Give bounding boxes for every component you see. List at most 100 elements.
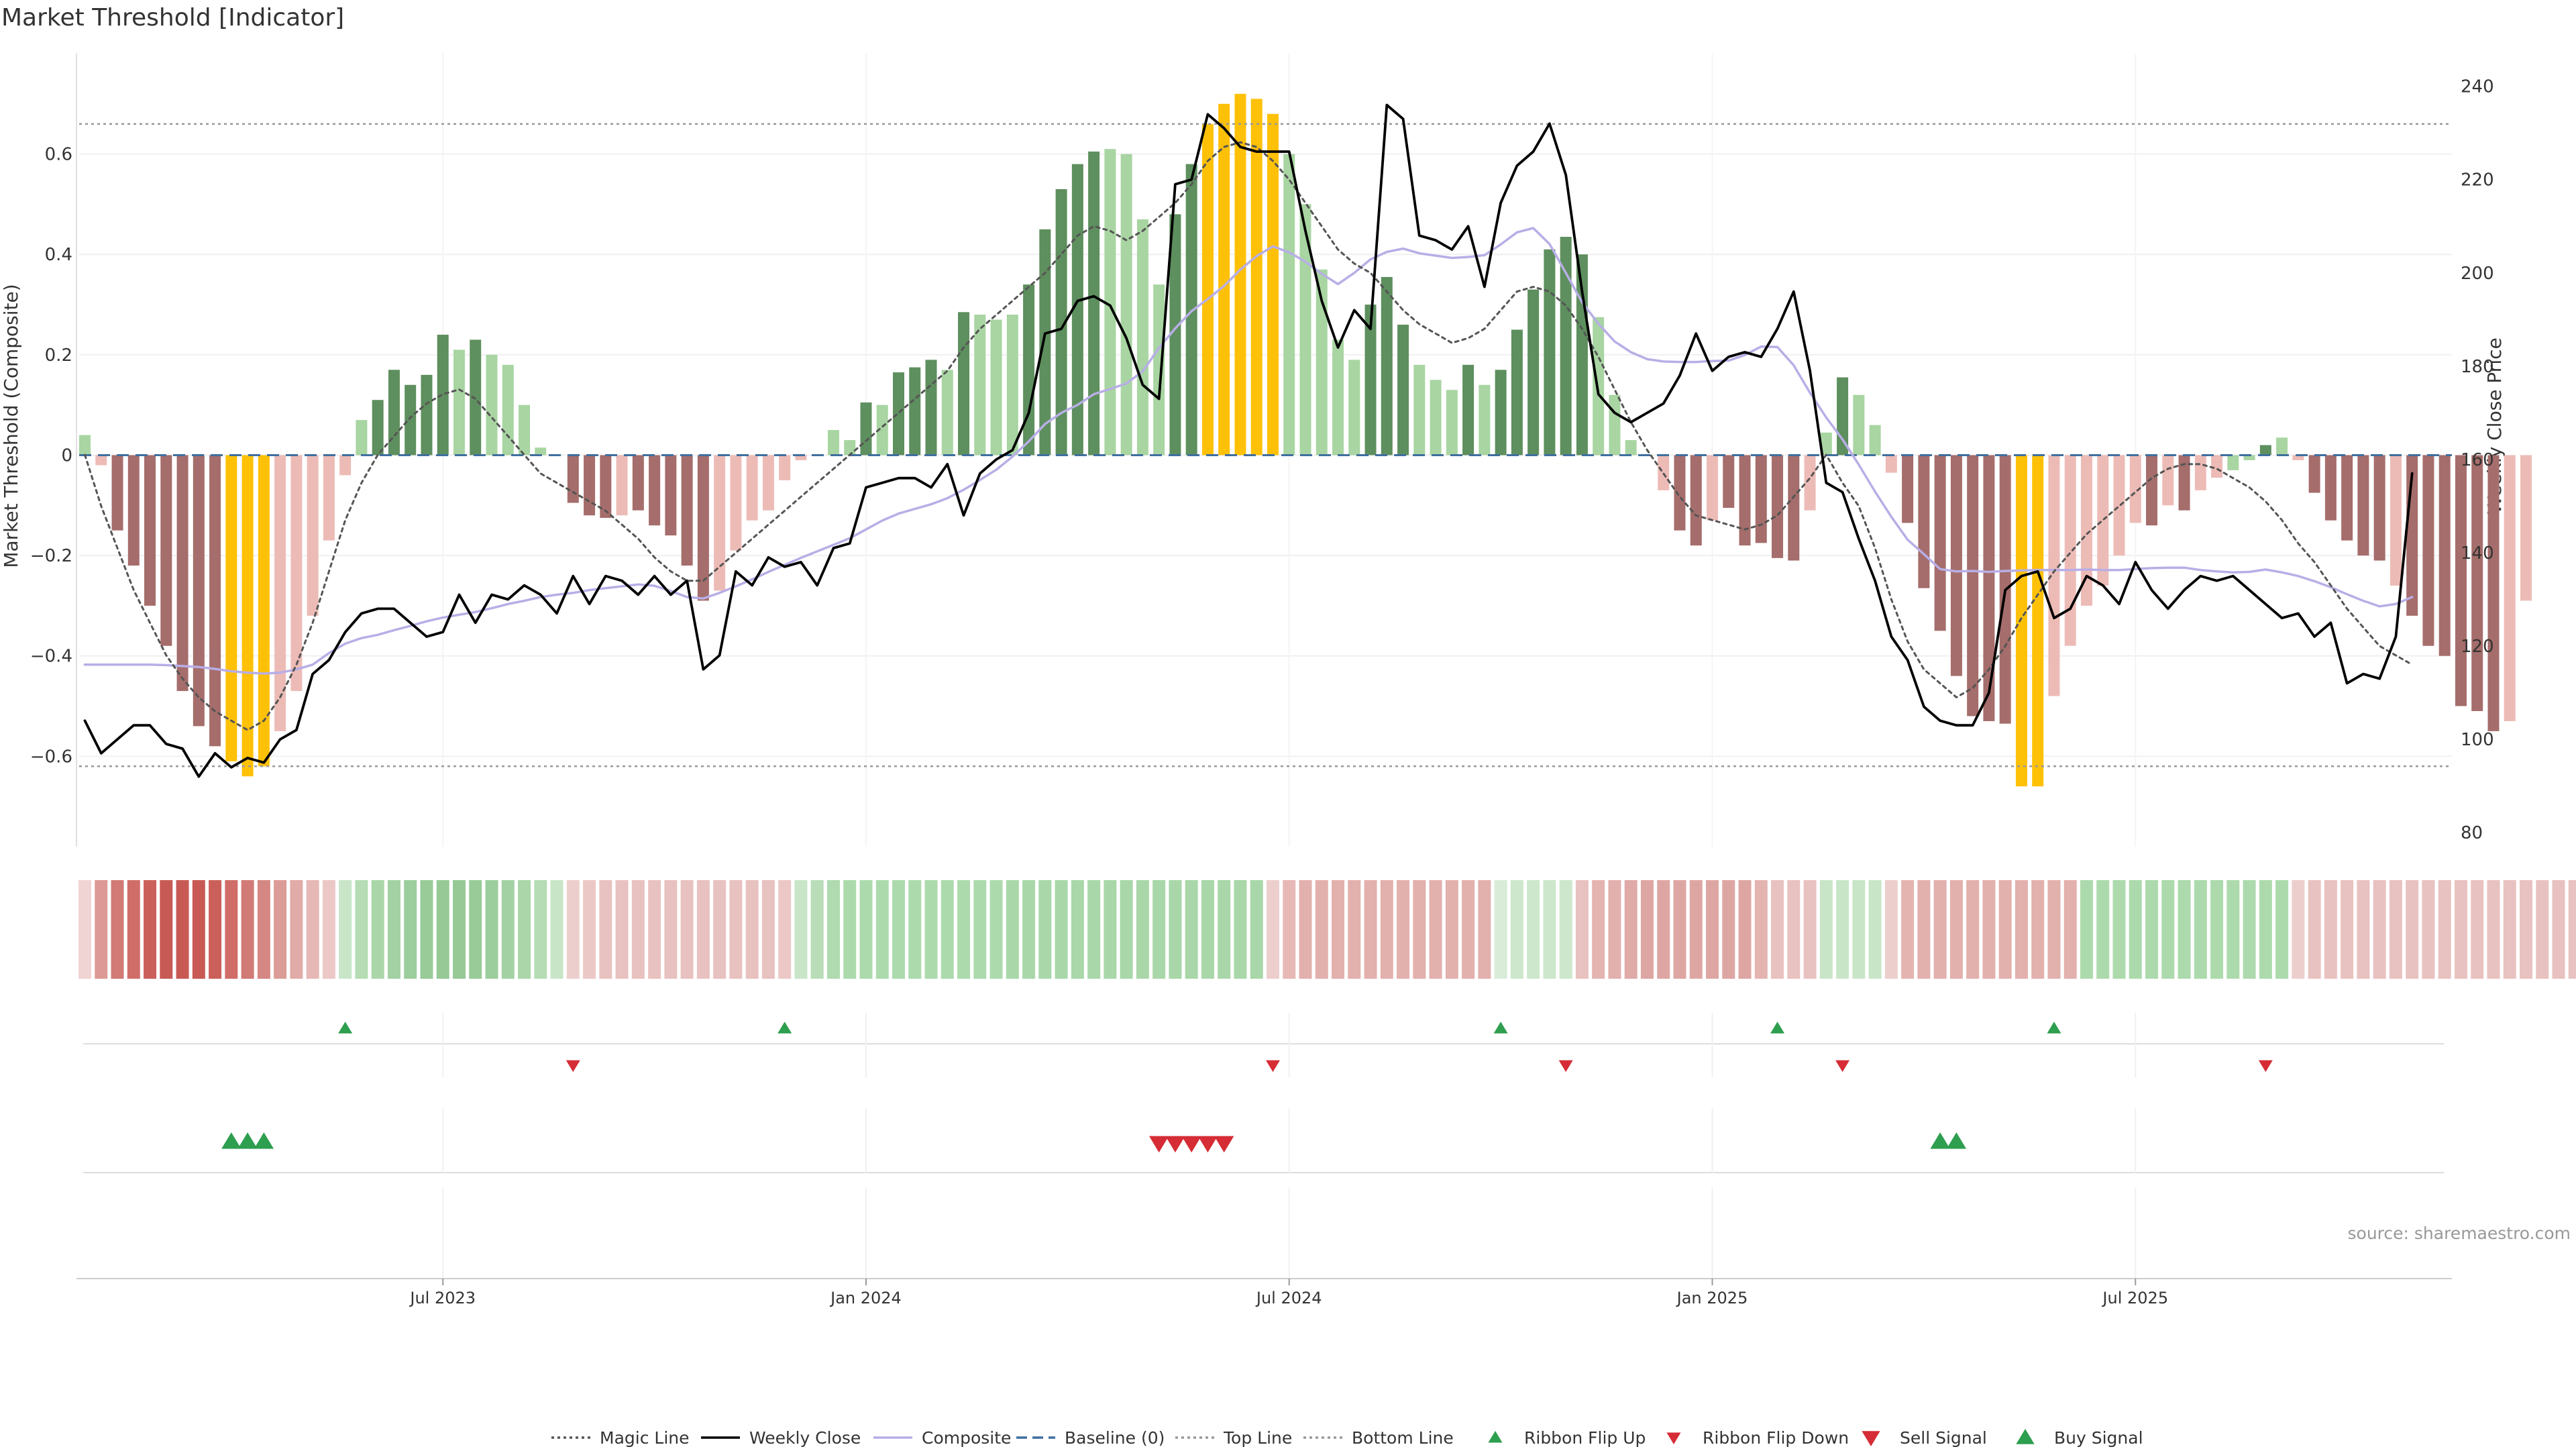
legend-label: Bottom Line: [1352, 1428, 1454, 1448]
ribbon-cell: [794, 880, 808, 979]
composite-bar: [941, 370, 953, 455]
composite-bar: [1788, 455, 1800, 561]
composite-bar: [144, 455, 156, 606]
ribbon-cell: [1575, 880, 1589, 979]
composite-bar: [1364, 305, 1377, 455]
ribbon-cell: [2422, 880, 2435, 979]
ribbon-flip-down-marker: [1835, 1060, 1850, 1072]
composite-bar: [209, 455, 221, 747]
composite-bar: [1869, 425, 1881, 455]
ribbon-cell: [1706, 880, 1719, 979]
ribbon-cell: [1527, 880, 1540, 979]
right-tick-label: 160: [2461, 450, 2494, 470]
x-tick-label: Jan 2025: [1676, 1289, 1748, 1307]
composite-bar: [111, 455, 123, 531]
ribbon-cell: [2243, 880, 2256, 979]
ribbon-cell: [2406, 880, 2419, 979]
ribbon-cell: [1592, 880, 1605, 979]
ribbon-cell: [2161, 880, 2175, 979]
composite-bar: [2520, 455, 2532, 601]
ribbon-cell: [1966, 880, 1980, 979]
composite-bar: [974, 315, 986, 455]
composite-bar: [2471, 455, 2483, 712]
composite-bar: [2080, 455, 2092, 606]
composite-bar: [2341, 455, 2353, 541]
right-tick-label: 240: [2461, 77, 2494, 97]
right-tick-label: 180: [2461, 357, 2494, 377]
composite-bar: [1625, 440, 1637, 455]
composite-bar: [2243, 455, 2255, 460]
composite-bar: [2373, 455, 2385, 561]
ribbon-cell: [1608, 880, 1621, 979]
x-tick-label: Jul 2023: [409, 1289, 476, 1307]
composite-bar: [372, 400, 384, 455]
right-tick-label: 100: [2461, 730, 2494, 750]
composite-bar: [437, 334, 449, 455]
ribbon-cell: [1266, 880, 1279, 979]
composite-bar: [1055, 189, 1067, 455]
composite-bar: [1820, 432, 1832, 455]
ribbon-cell: [355, 880, 368, 979]
ribbon-flip-up-marker: [1770, 1022, 1785, 1034]
ribbon-cell: [518, 880, 531, 979]
ribbon-cell: [924, 880, 938, 979]
ribbon-cell: [680, 880, 694, 979]
composite-bar: [1853, 394, 1865, 455]
ribbon-cell: [2341, 880, 2354, 979]
composite-bar: [1934, 455, 1946, 631]
composite-bar: [1560, 237, 1572, 455]
sell-signal-marker: [1181, 1136, 1201, 1152]
composite-bar: [470, 339, 482, 455]
ribbon-cell: [1819, 880, 1833, 979]
ribbon-cell: [1836, 880, 1849, 979]
composite-bar: [1185, 164, 1197, 455]
ribbon-cell: [1136, 880, 1149, 979]
composite-bar: [1804, 455, 1816, 511]
ribbon-cell: [1038, 880, 1052, 979]
composite-bar: [2504, 455, 2516, 721]
composite-bar: [1983, 455, 1995, 721]
ribbon-cell: [875, 880, 889, 979]
composite-bar: [1071, 164, 1083, 455]
ribbon-flip-up-marker: [2047, 1022, 2061, 1034]
ribbon-cell: [696, 880, 710, 979]
composite-bar: [1739, 455, 1751, 546]
ribbon-cell: [1380, 880, 1393, 979]
ribbon-flip-up-marker: [1493, 1022, 1508, 1034]
x-tick-label: Jul 2025: [2101, 1289, 2168, 1307]
ribbon-cell: [1884, 880, 1898, 979]
ribbon-cell: [225, 880, 238, 979]
ribbon-cell: [1283, 880, 1296, 979]
ribbon-cell: [1754, 880, 1768, 979]
composite-bar: [176, 455, 189, 692]
composite-bar: [1348, 360, 1360, 455]
composite-bar: [2455, 455, 2467, 706]
ribbon-cell: [2308, 880, 2321, 979]
composite-bar: [2259, 445, 2271, 455]
composite-bar: [2194, 455, 2206, 490]
ribbon-cell: [989, 880, 1003, 979]
left-tick-label: 0.4: [45, 245, 72, 265]
ribbon-cell: [2129, 880, 2142, 979]
ribbon-cell: [713, 880, 727, 979]
left-tick-label: 0: [61, 445, 72, 466]
left-tick-label: −0.2: [30, 546, 72, 566]
ribbon-cell: [1803, 880, 1817, 979]
composite-bar: [2113, 455, 2125, 556]
composite-bar: [2276, 437, 2288, 455]
source-note: source: sharemaestro.com: [2348, 1224, 2571, 1243]
ribbon-cell: [2503, 880, 2516, 979]
ribbon-cell: [1510, 880, 1523, 979]
ribbon-flip-down-marker: [1265, 1060, 1280, 1072]
legend-label: Ribbon Flip Up: [1524, 1428, 1646, 1448]
composite-bar: [1250, 99, 1263, 455]
ribbon-cell: [2292, 880, 2305, 979]
ribbon-cell: [257, 880, 270, 979]
ribbon-cell: [1218, 880, 1231, 979]
composite-bar: [958, 312, 970, 455]
ribbon-cell: [290, 880, 303, 979]
composite-bar: [1950, 455, 1962, 676]
legend-label: Top Line: [1223, 1428, 1292, 1448]
legend-label: Sell Signal: [1900, 1428, 1987, 1448]
composite-bar: [2178, 455, 2190, 511]
